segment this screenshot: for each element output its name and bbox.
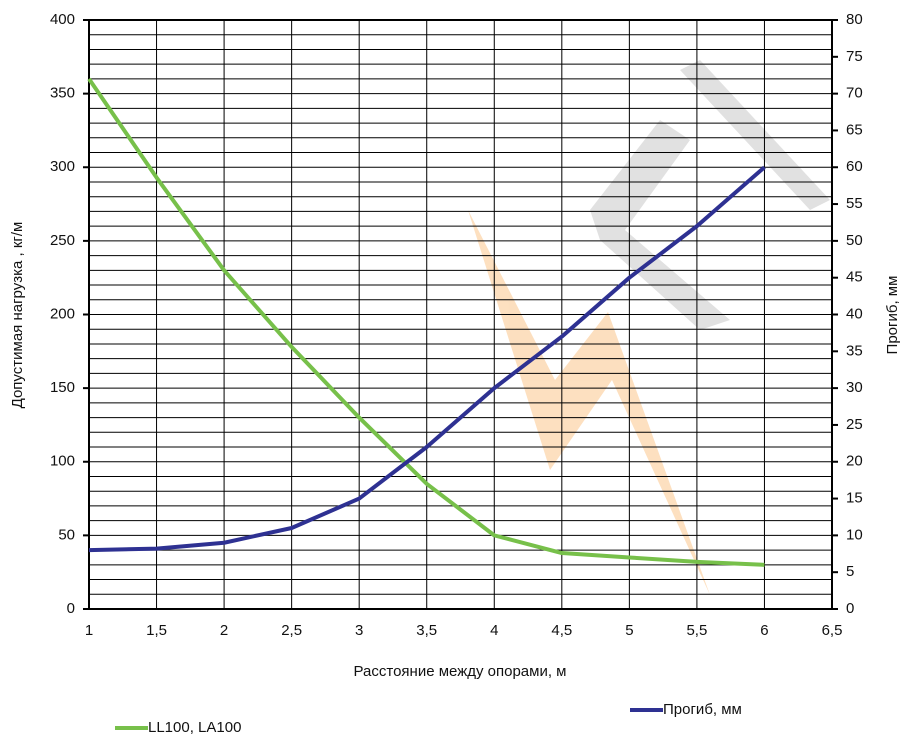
y2-tick-label: 60 xyxy=(846,158,863,175)
y2-tick-label: 50 xyxy=(846,232,863,249)
legend-label: LL100, LA100 xyxy=(148,719,241,735)
y-tick-label: 200 xyxy=(50,305,75,322)
x-tick-label: 4,5 xyxy=(551,622,572,639)
x-tick-label: 6 xyxy=(760,622,768,639)
y2-tick-label: 25 xyxy=(846,416,863,433)
legend-label: Прогиб, мм xyxy=(663,701,742,718)
y2-tick-label: 5 xyxy=(846,563,854,580)
plot-frame xyxy=(88,19,833,610)
y-tick-label: 400 xyxy=(50,11,75,28)
x-tick-label: 2 xyxy=(220,622,228,639)
x-tick-label: 1,5 xyxy=(146,622,167,639)
y2-tick-label: 65 xyxy=(846,121,863,138)
series-line xyxy=(88,165,766,553)
y-tick-label: 100 xyxy=(50,453,75,470)
y-tick-label: 150 xyxy=(50,379,75,396)
y2-tick-label: 40 xyxy=(846,305,863,322)
y-tick-label: 350 xyxy=(50,85,75,102)
x-tick-label: 5 xyxy=(625,622,633,639)
y-tick-label: 50 xyxy=(58,526,75,543)
y2-tick-label: 0 xyxy=(846,600,854,617)
y2-tick-label: 10 xyxy=(846,526,863,543)
y2-tick-label: 55 xyxy=(846,195,863,212)
y2-tick-label: 75 xyxy=(846,48,863,65)
x-tick-label: 3 xyxy=(355,622,363,639)
y2-tick-label: 70 xyxy=(846,85,863,102)
x-tick-label: 4 xyxy=(490,622,498,639)
y2-tick-label: 45 xyxy=(846,269,863,286)
y2-tick-label: 20 xyxy=(846,453,863,470)
y2-tick-label: 30 xyxy=(846,379,863,396)
x-axis-title: Расстояние между опорами, м xyxy=(354,663,567,680)
x-tick-label: 2,5 xyxy=(281,622,302,639)
y-tick-label: 250 xyxy=(50,232,75,249)
x-tick-label: 3,5 xyxy=(416,622,437,639)
y2-tick-label: 80 xyxy=(846,11,863,28)
x-tick-label: 1 xyxy=(85,622,93,639)
x-tick-label: 5,5 xyxy=(686,622,707,639)
y-tick-label: 300 xyxy=(50,158,75,175)
y2-tick-label: 35 xyxy=(846,342,863,359)
series-line xyxy=(87,77,765,567)
y-axis-title: Допустимая нагрузка , кг/м xyxy=(9,222,26,409)
x-tick-label: 6,5 xyxy=(822,622,843,639)
watermark xyxy=(468,60,830,595)
y-tick-label: 0 xyxy=(67,600,75,617)
y2-axis-title: Прогиб, мм xyxy=(884,276,901,355)
y2-tick-label: 15 xyxy=(846,490,863,507)
